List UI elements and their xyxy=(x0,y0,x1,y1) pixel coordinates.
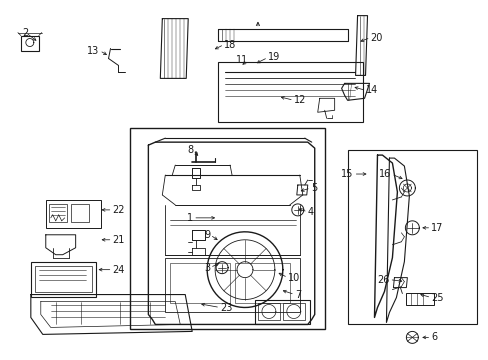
Bar xyxy=(235,263,289,302)
Text: 15: 15 xyxy=(341,169,353,179)
Bar xyxy=(165,258,299,312)
Bar xyxy=(46,200,101,228)
Text: 5: 5 xyxy=(310,183,316,193)
Text: 1: 1 xyxy=(187,213,193,223)
Text: 16: 16 xyxy=(378,169,390,179)
Text: 26: 26 xyxy=(376,275,388,285)
Text: 2: 2 xyxy=(22,28,29,37)
Bar xyxy=(130,128,324,329)
Text: 22: 22 xyxy=(112,205,125,215)
Text: 19: 19 xyxy=(267,53,280,63)
Text: 8: 8 xyxy=(187,145,193,155)
Text: 21: 21 xyxy=(112,235,124,245)
Text: 7: 7 xyxy=(294,289,301,300)
Bar xyxy=(21,36,39,50)
Text: 13: 13 xyxy=(87,45,100,55)
Bar xyxy=(218,62,362,122)
Bar xyxy=(258,302,279,320)
Bar xyxy=(170,263,229,302)
Bar xyxy=(71,204,88,222)
Bar xyxy=(406,293,433,305)
Text: 9: 9 xyxy=(203,230,210,240)
Text: 20: 20 xyxy=(370,32,382,42)
Bar xyxy=(254,300,309,324)
Text: 11: 11 xyxy=(235,55,247,66)
Text: 17: 17 xyxy=(430,223,443,233)
Text: 14: 14 xyxy=(365,85,377,95)
Text: 18: 18 xyxy=(224,40,236,50)
Text: 23: 23 xyxy=(220,302,232,312)
Text: 24: 24 xyxy=(112,265,124,275)
Bar xyxy=(49,204,66,222)
Bar xyxy=(35,266,91,292)
Text: 4: 4 xyxy=(307,207,313,217)
Bar xyxy=(347,150,476,324)
Text: 25: 25 xyxy=(430,293,443,302)
Bar xyxy=(31,262,95,297)
Bar xyxy=(282,302,304,320)
Text: 3: 3 xyxy=(203,263,210,273)
Text: 10: 10 xyxy=(287,273,300,283)
Text: 12: 12 xyxy=(293,95,305,105)
Text: 6: 6 xyxy=(430,332,436,342)
